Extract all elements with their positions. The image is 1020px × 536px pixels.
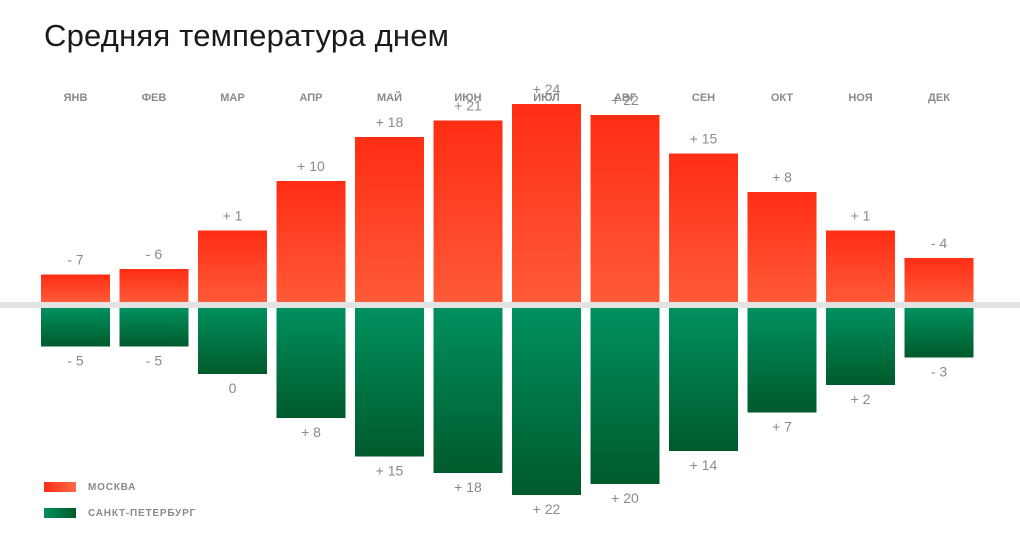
legend-label-spb: САНКТ-ПЕТЕРБУРГ bbox=[88, 507, 197, 519]
value-label-spb-5: + 18 bbox=[454, 479, 482, 495]
bar-moscow-8 bbox=[669, 153, 738, 302]
bar-moscow-9 bbox=[747, 192, 817, 302]
bar-spb-0 bbox=[41, 308, 110, 347]
month-label-8: СЕН bbox=[692, 92, 715, 104]
value-label-spb-6: + 22 bbox=[533, 501, 561, 517]
legend-item-spb: САНКТ-ПЕТЕРБУРГ bbox=[44, 500, 196, 526]
value-label-moscow-0: - 7 bbox=[67, 252, 84, 268]
bar-spb-9 bbox=[747, 308, 817, 413]
month-label-7: АВГ bbox=[614, 92, 637, 104]
month-label-0: ЯНВ bbox=[64, 92, 88, 104]
bar-moscow-10 bbox=[826, 230, 895, 302]
bar-moscow-5 bbox=[433, 120, 503, 302]
month-label-10: НОЯ bbox=[848, 92, 872, 104]
legend-label-moscow: МОСКВА bbox=[88, 481, 137, 493]
value-label-spb-10: + 2 bbox=[851, 391, 871, 407]
baseline-axis bbox=[0, 302, 1020, 308]
bar-spb-5 bbox=[433, 308, 503, 473]
bar-moscow-0 bbox=[41, 274, 110, 302]
value-label-moscow-3: + 10 bbox=[297, 158, 325, 174]
month-label-11: ДЕК bbox=[928, 92, 950, 104]
value-label-moscow-7: + 22 bbox=[611, 92, 639, 108]
bar-spb-6 bbox=[512, 308, 581, 495]
value-label-moscow-8: + 15 bbox=[690, 131, 718, 147]
value-label-spb-0: - 5 bbox=[67, 353, 84, 369]
month-label-4: МАЙ bbox=[377, 91, 402, 104]
value-label-moscow-1: - 6 bbox=[146, 246, 163, 262]
legend-swatch-spb bbox=[44, 508, 76, 518]
bar-moscow-3 bbox=[276, 181, 346, 302]
legend-item-moscow: МОСКВА bbox=[44, 474, 196, 500]
month-label-2: МАР bbox=[220, 92, 244, 104]
bar-spb-7 bbox=[590, 308, 660, 484]
legend: МОСКВА САНКТ-ПЕТЕРБУРГ bbox=[44, 474, 196, 526]
bar-moscow-1 bbox=[119, 269, 189, 302]
value-label-moscow-5: + 21 bbox=[454, 98, 482, 114]
legend-swatch-moscow bbox=[44, 482, 76, 492]
value-label-moscow-4: + 18 bbox=[376, 114, 404, 130]
value-label-moscow-9: + 8 bbox=[772, 169, 792, 185]
value-label-spb-3: + 8 bbox=[301, 424, 321, 440]
value-label-moscow-2: + 1 bbox=[223, 208, 243, 224]
month-label-1: ФЕВ bbox=[142, 92, 167, 104]
bar-spb-3 bbox=[276, 308, 346, 418]
bar-spb-8 bbox=[669, 308, 738, 451]
bar-moscow-4 bbox=[355, 137, 424, 302]
month-label-3: АПР bbox=[299, 92, 322, 104]
bar-spb-1 bbox=[119, 308, 189, 347]
month-label-9: ОКТ bbox=[771, 92, 794, 104]
value-label-spb-9: + 7 bbox=[772, 419, 792, 435]
value-label-spb-2: 0 bbox=[229, 380, 237, 396]
month-label-5: ИЮН bbox=[454, 92, 481, 104]
bar-moscow-2 bbox=[198, 230, 267, 302]
value-label-spb-11: - 3 bbox=[931, 364, 948, 380]
value-label-spb-8: + 14 bbox=[690, 457, 718, 473]
bar-spb-10 bbox=[826, 308, 895, 385]
bar-spb-11 bbox=[904, 308, 974, 358]
bar-moscow-7 bbox=[590, 115, 660, 302]
value-label-moscow-11: - 4 bbox=[931, 235, 948, 251]
bar-moscow-6 bbox=[512, 104, 581, 302]
month-label-6: ИЮЛ bbox=[533, 92, 560, 104]
bar-spb-2 bbox=[198, 308, 267, 374]
value-label-moscow-6: + 24 bbox=[533, 81, 561, 97]
value-label-spb-1: - 5 bbox=[146, 353, 163, 369]
value-label-spb-7: + 20 bbox=[611, 490, 639, 506]
chart-title: Средняя температура днем bbox=[44, 18, 450, 53]
value-label-spb-4: + 15 bbox=[376, 463, 404, 479]
bar-spb-4 bbox=[355, 308, 424, 457]
value-label-moscow-10: + 1 bbox=[851, 208, 871, 224]
bar-moscow-11 bbox=[904, 258, 974, 302]
